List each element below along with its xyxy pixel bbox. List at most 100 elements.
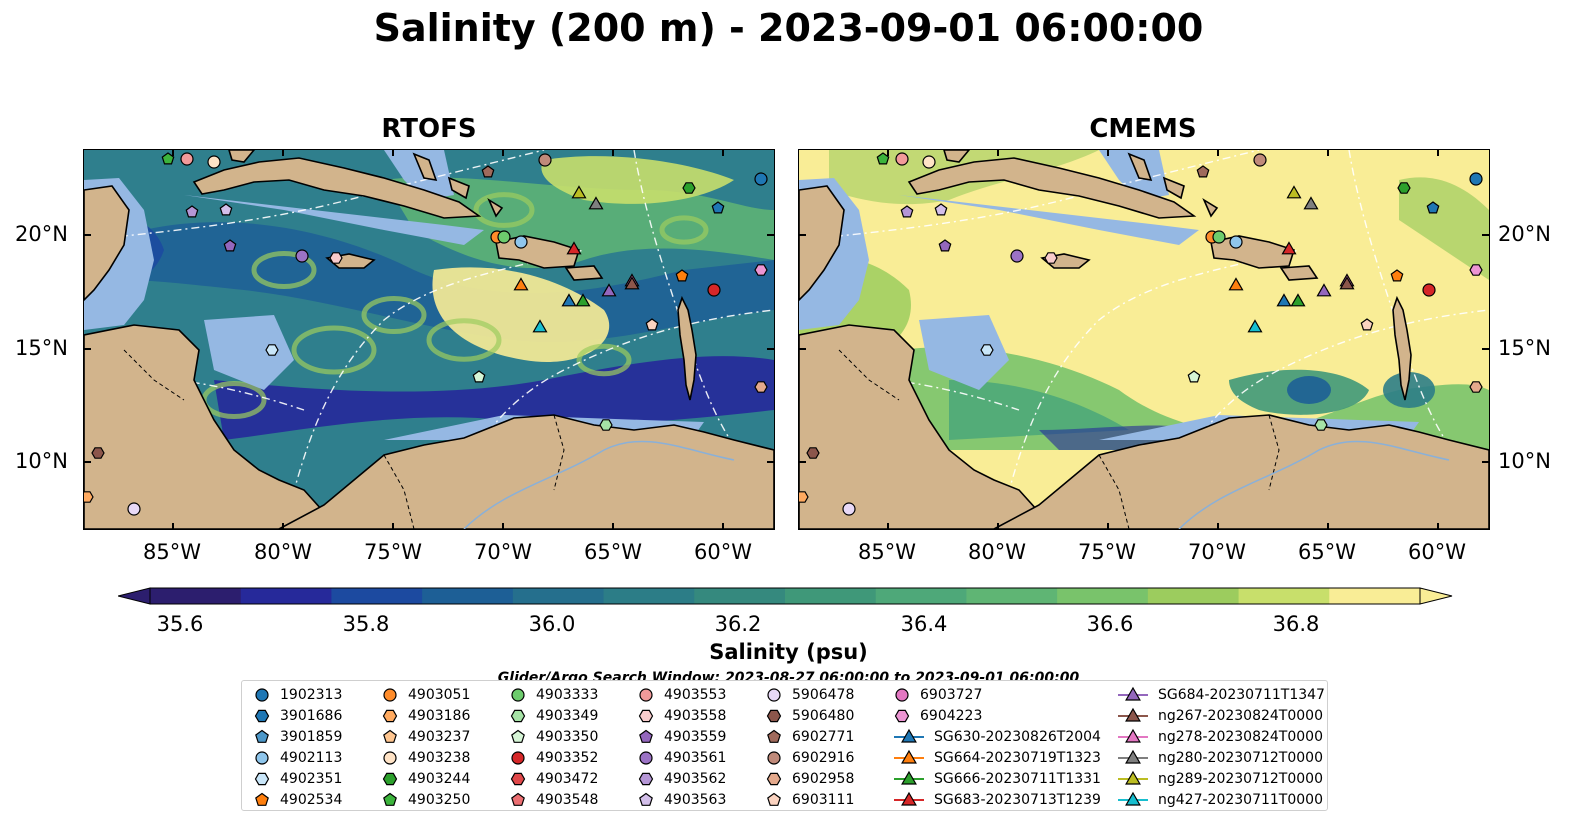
platform-marker <box>1276 293 1292 307</box>
legend-label: 4902351 <box>280 771 343 787</box>
platform-marker <box>1422 283 1436 297</box>
lat-label-10n-right: 10°N <box>1498 449 1551 473</box>
colorbar-segment <box>603 588 695 604</box>
land-bahamas <box>412 152 504 218</box>
platform-marker <box>1228 277 1244 291</box>
salinity-band <box>214 356 774 440</box>
colorbar-extend-low <box>118 587 151 605</box>
legend-item: ng280-20230712T0000 <box>1118 748 1323 768</box>
platform-marker <box>566 241 582 255</box>
legend-item: 4903562 <box>638 769 726 789</box>
legend-marker-icon <box>767 751 781 765</box>
platform-marker <box>1247 319 1263 333</box>
legend-item: 4902113 <box>254 748 342 768</box>
legend-marker-icon <box>383 729 397 743</box>
platform-marker <box>1290 293 1306 307</box>
legend-marker-icon <box>639 729 653 743</box>
legend-item: 4902534 <box>254 790 342 810</box>
platform-marker <box>514 235 528 249</box>
legend-marker-icon <box>255 729 269 743</box>
continental-shelf <box>919 315 1009 390</box>
legend-marker-icon <box>1118 728 1148 743</box>
platform-marker <box>806 447 820 459</box>
legend-marker-icon <box>383 688 397 702</box>
legend-label: ng278-20230824T0000 <box>1158 729 1323 745</box>
legend-marker-icon <box>383 792 397 806</box>
platform-marker <box>980 344 994 356</box>
continental-shelf <box>204 315 294 390</box>
legend-label: 4902534 <box>280 792 343 808</box>
river <box>463 440 735 529</box>
eez-boundary <box>1158 309 1489 529</box>
legend-label: 4903559 <box>664 729 727 745</box>
lat-label-10n-left: 10°N <box>15 449 68 473</box>
legend-label: 4903472 <box>536 771 599 787</box>
platform-marker <box>219 203 233 216</box>
legend-label: 4903186 <box>408 708 471 724</box>
legend-label: 4903238 <box>408 750 471 766</box>
lon-label-75w-right: 75°W <box>1078 540 1136 564</box>
platform-marker <box>599 419 613 431</box>
platform-marker <box>842 502 856 516</box>
legend-item: 4903548 <box>510 790 598 810</box>
legend-label: ng289-20230712T0000 <box>1158 771 1323 787</box>
platform-marker <box>329 252 343 264</box>
land-cuba <box>907 157 1197 219</box>
legend-item: SG684-20230711T1347 <box>1118 685 1325 705</box>
legend-marker-icon <box>1118 770 1148 785</box>
eddy-swirl <box>576 343 632 377</box>
platform-marker <box>1303 196 1319 210</box>
legend-label: 1902313 <box>280 687 343 703</box>
legend-label: 6903727 <box>920 687 983 703</box>
platform-marker <box>497 230 511 244</box>
legend-item: 4903051 <box>382 685 470 705</box>
platform-marker <box>1339 276 1355 290</box>
eez-boundary <box>283 249 585 529</box>
legend-marker-icon <box>1118 707 1148 722</box>
legend-item: ng278-20230824T0000 <box>1118 727 1323 747</box>
river <box>1178 440 1450 529</box>
platform-marker <box>1187 370 1201 383</box>
legend-item: SG630-20230826T2004 <box>894 727 1101 747</box>
continental-shelf <box>1099 150 1169 200</box>
legend-item: 4903553 <box>638 685 726 705</box>
platform-marker <box>1229 235 1243 249</box>
platform-marker <box>754 381 768 393</box>
legend-item: 4903349 <box>510 706 598 726</box>
legend-label: 4903561 <box>664 750 727 766</box>
land-yucatan <box>84 185 130 302</box>
legend-label: 6902916 <box>792 750 855 766</box>
legend-label: ng427-20230711T0000 <box>1158 792 1323 808</box>
legend-marker-icon <box>638 709 654 723</box>
colorbar-segment <box>1238 588 1330 604</box>
legend-label: 6903111 <box>792 792 855 808</box>
colorbar-segment <box>512 588 605 604</box>
lon-label-60w-right: 60°W <box>1408 540 1466 564</box>
colorbar-segment <box>422 588 514 604</box>
legend-label: 4903051 <box>408 687 471 703</box>
lon-label-80w-right: 80°W <box>968 540 1026 564</box>
legend-item: SG666-20230711T1331 <box>894 769 1101 789</box>
platform-marker <box>922 155 936 169</box>
legend: 1902313 3901686 3901859 4902113 4902351 49025… <box>241 680 1328 811</box>
axis-ticks <box>799 150 1489 529</box>
legend-marker-icon <box>895 688 909 702</box>
legend-label: 5906478 <box>792 687 855 703</box>
salinity-band <box>1383 372 1435 408</box>
platform-marker <box>1010 249 1024 263</box>
legend-marker-icon <box>767 792 781 806</box>
eez-boundary <box>799 150 1260 241</box>
lon-label-75w-left: 75°W <box>364 540 422 564</box>
land-lesserantilles <box>1392 295 1412 401</box>
colorbar-segment <box>694 588 786 604</box>
eez-boundary <box>998 249 1300 529</box>
legend-marker-icon <box>894 770 924 785</box>
land-florida <box>228 150 256 163</box>
platform-marker <box>624 276 640 290</box>
legend-label: 6902771 <box>792 729 855 745</box>
legend-marker-icon <box>767 729 781 743</box>
legend-item: ng289-20230712T0000 <box>1118 769 1323 789</box>
legend-item: 4903250 <box>382 790 470 810</box>
platform-marker <box>1286 185 1302 199</box>
platform-marker <box>127 502 141 516</box>
